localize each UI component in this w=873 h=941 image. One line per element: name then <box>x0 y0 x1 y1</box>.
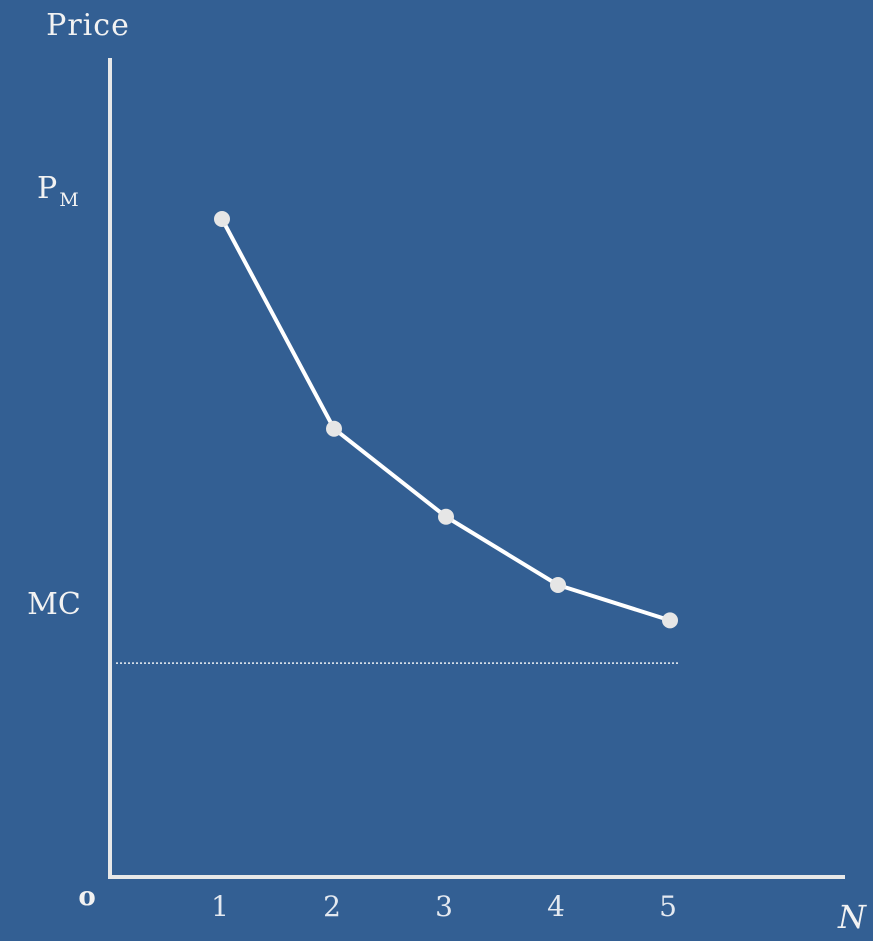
data-point <box>550 577 566 594</box>
y-axis-label: Price <box>46 8 130 43</box>
x-tick-label: 2 <box>323 890 341 923</box>
origin-label: o <box>78 882 95 912</box>
x-tick-labels: 1 2 3 4 5 <box>211 890 677 923</box>
x-tick-label: 3 <box>435 890 453 923</box>
x-axis-label: N <box>837 898 867 936</box>
pm-subscript: M <box>59 189 78 211</box>
series-line <box>220 217 672 623</box>
data-point <box>662 612 678 629</box>
mc-tick-label: MC <box>27 587 81 622</box>
x-tick-label: 5 <box>659 890 677 923</box>
data-point <box>214 211 230 227</box>
data-point <box>438 508 454 525</box>
x-tick-label: 4 <box>547 890 565 923</box>
x-tick-label: 1 <box>211 890 229 923</box>
series-markers <box>214 211 678 629</box>
data-point <box>326 420 342 437</box>
pm-letter: P <box>37 171 57 206</box>
